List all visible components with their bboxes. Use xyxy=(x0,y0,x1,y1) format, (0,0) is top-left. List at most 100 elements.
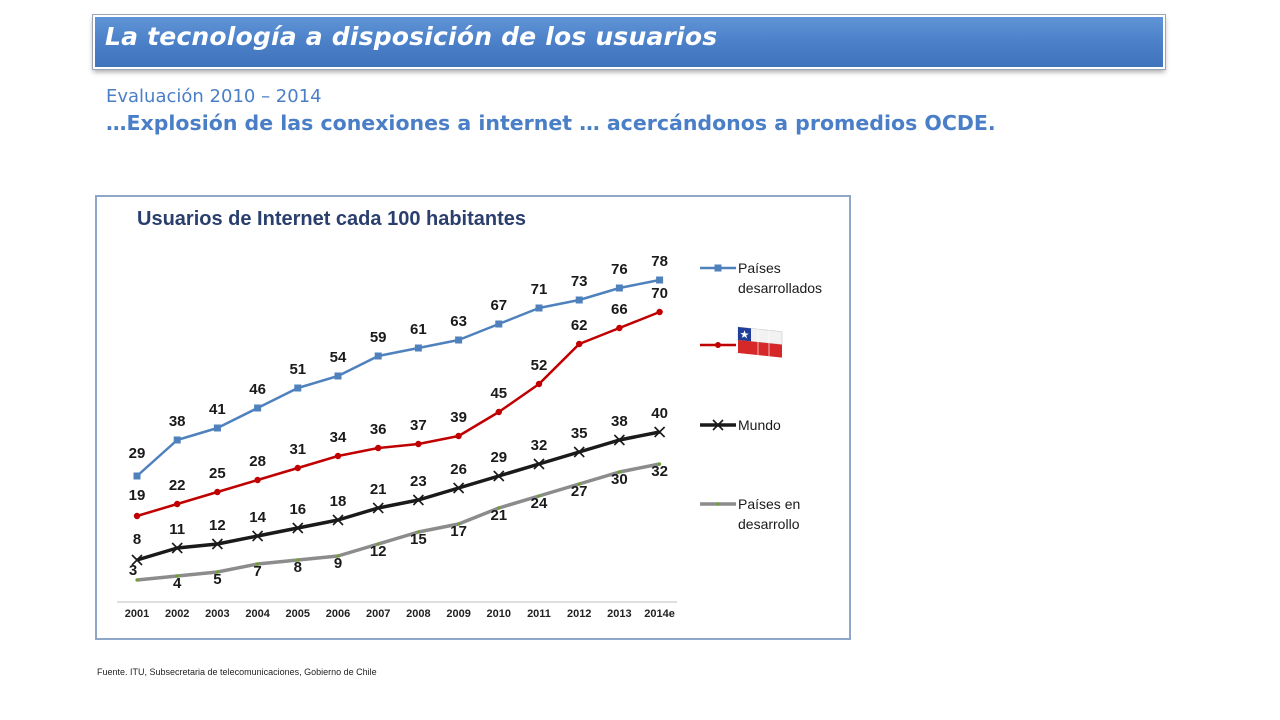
legend-marker xyxy=(715,342,721,348)
data-label: 7 xyxy=(253,563,261,580)
data-label: 15 xyxy=(410,531,427,548)
data-point xyxy=(374,352,382,360)
data-label: 45 xyxy=(490,385,507,402)
legend-label: desarrollados xyxy=(738,280,822,296)
series-line xyxy=(136,462,660,582)
data-point xyxy=(493,470,505,482)
data-label: 19 xyxy=(129,487,146,504)
data-label: 78 xyxy=(651,253,668,270)
data-label: 21 xyxy=(490,507,507,524)
data-point xyxy=(294,464,301,472)
data-point xyxy=(416,530,420,534)
data-label: 11 xyxy=(169,521,185,538)
data-label: 22 xyxy=(169,477,186,494)
data-label: 39 xyxy=(450,409,467,426)
legend-label: Países en xyxy=(738,496,800,512)
data-label: 35 xyxy=(571,425,588,442)
data-point xyxy=(171,542,183,554)
source-note: Fuente. ITU, Subsecretaria de telecomuni… xyxy=(97,667,377,677)
data-label: 5 xyxy=(213,571,221,588)
data-label: 32 xyxy=(651,463,668,480)
data-label: 21 xyxy=(370,481,387,498)
data-point xyxy=(535,304,543,312)
data-label: 12 xyxy=(370,543,387,560)
x-tick-label: 2014e xyxy=(644,608,675,620)
data-label: 30 xyxy=(611,471,628,488)
data-point xyxy=(175,574,179,578)
series-line xyxy=(136,278,660,477)
data-point xyxy=(174,500,181,508)
data-label: 34 xyxy=(330,429,347,446)
data-label: 9 xyxy=(334,555,342,572)
data-label: 37 xyxy=(410,417,427,434)
data-label: 17 xyxy=(450,523,467,540)
legend-label: Países xyxy=(738,260,781,276)
data-point xyxy=(372,502,384,514)
data-label: 61 xyxy=(410,321,427,338)
data-point xyxy=(656,276,664,284)
x-tick-label: 2009 xyxy=(446,608,470,620)
data-point xyxy=(254,404,262,412)
legend-marker xyxy=(714,264,722,272)
data-label: 3 xyxy=(129,562,137,579)
data-label: 18 xyxy=(330,493,347,510)
data-label: 38 xyxy=(611,413,628,430)
x-tick-label: 2012 xyxy=(567,608,591,620)
x-tick-label: 2004 xyxy=(245,608,270,620)
data-point xyxy=(615,284,623,292)
data-point xyxy=(334,372,342,380)
data-label: 8 xyxy=(133,531,141,548)
data-point xyxy=(537,494,541,498)
data-label: 52 xyxy=(531,357,548,374)
legend-label: desarrollo xyxy=(738,516,800,532)
x-tick-label: 2001 xyxy=(125,608,149,620)
x-tick-label: 2003 xyxy=(205,608,229,620)
data-point xyxy=(658,462,662,466)
data-label: 46 xyxy=(249,381,266,398)
data-point xyxy=(414,344,422,352)
x-tick-label: 2010 xyxy=(487,608,511,620)
chart-title: Usuarios de Internet cada 100 habitantes xyxy=(137,208,526,230)
data-point xyxy=(334,452,342,460)
data-point xyxy=(455,432,462,440)
data-point xyxy=(573,446,585,458)
data-label: 27 xyxy=(571,483,588,500)
x-tick-label: 2013 xyxy=(607,608,631,620)
data-point xyxy=(133,472,141,480)
x-tick-label: 2011 xyxy=(527,608,551,620)
x-tick-label: 2002 xyxy=(165,608,189,620)
data-label: 73 xyxy=(571,273,588,290)
data-label: 62 xyxy=(571,317,588,334)
data-point xyxy=(254,476,261,484)
title-banner: La tecnología a disposición de los usuar… xyxy=(92,14,1166,70)
data-label: 29 xyxy=(129,445,146,462)
data-label: 29 xyxy=(490,449,507,466)
data-point xyxy=(495,320,503,328)
data-label: 36 xyxy=(370,421,387,438)
data-label: 28 xyxy=(249,453,266,470)
data-point xyxy=(457,522,461,526)
data-label: 16 xyxy=(289,501,306,518)
data-label: 25 xyxy=(209,465,226,482)
data-point xyxy=(292,522,304,534)
x-tick-label: 2005 xyxy=(286,608,310,620)
slide-headline: …Explosión de las conexiones a internet … xyxy=(106,111,996,135)
data-label: 38 xyxy=(169,413,186,430)
data-point xyxy=(576,340,583,348)
data-point xyxy=(577,482,581,486)
data-point xyxy=(617,470,622,474)
data-point xyxy=(215,570,219,574)
data-point xyxy=(252,530,264,542)
data-point xyxy=(575,296,583,304)
slide-title: La tecnología a disposición de los usuar… xyxy=(105,22,718,51)
data-point xyxy=(211,538,223,550)
legend-marker xyxy=(712,419,724,431)
data-label: 41 xyxy=(209,401,226,418)
data-point xyxy=(453,482,465,494)
series-line xyxy=(136,310,661,518)
data-label: 59 xyxy=(370,329,387,346)
data-point xyxy=(375,444,382,452)
data-point xyxy=(412,494,424,506)
data-label: 63 xyxy=(450,313,467,330)
data-label: 51 xyxy=(289,361,306,378)
